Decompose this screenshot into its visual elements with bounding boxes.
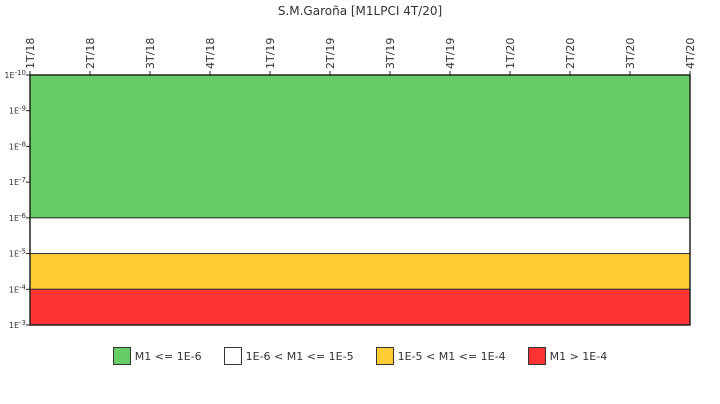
plot-frame	[29, 74, 691, 326]
legend-item: M1 <= 1E-6	[112, 347, 202, 365]
band-2	[29, 253, 691, 290]
legend-swatch	[375, 347, 394, 365]
x-tick-label: 1T/20	[504, 38, 517, 69]
y-tick-label: 1E-10	[4, 69, 26, 80]
x-tick-label: 1T/18	[24, 38, 37, 69]
y-tick-label: 1E-9	[9, 105, 26, 116]
band-0	[29, 74, 691, 219]
x-tick-label: 4T/20	[684, 38, 697, 69]
legend-swatch	[112, 347, 131, 365]
legend-label: M1 > 1E-4	[549, 349, 608, 363]
band-1	[29, 217, 691, 255]
legend-item: 1E-5 < M1 <= 1E-4	[375, 347, 506, 365]
legend-label: 1E-5 < M1 <= 1E-4	[397, 349, 506, 363]
x-tick-label: 4T/18	[204, 38, 217, 69]
legend-swatch	[223, 347, 242, 365]
x-tick-label: 3T/18	[144, 38, 157, 69]
x-tick-label: 3T/20	[624, 38, 637, 69]
y-tick-label: 1E-3	[9, 319, 26, 330]
x-tick-label: 2T/20	[564, 38, 577, 69]
legend-item: 1E-6 < M1 <= 1E-5	[223, 347, 354, 365]
x-tick-label: 2T/18	[84, 38, 97, 69]
x-tick-label: 4T/19	[444, 38, 457, 69]
y-tick-label: 1E-7	[9, 176, 26, 187]
y-tick-label: 1E-8	[9, 140, 26, 151]
legend-item: M1 > 1E-4	[527, 347, 608, 365]
y-tick-label: 1E-4	[9, 283, 27, 294]
legend-label: M1 <= 1E-6	[134, 349, 202, 363]
x-tick-label: 3T/19	[384, 38, 397, 69]
y-tick-label: 1E-6	[9, 212, 27, 223]
y-tick-label: 1E-5	[9, 248, 26, 259]
x-tick-label: 1T/19	[264, 38, 277, 69]
chart-title: S.M.Garoña [M1LPCI 4T/20]	[278, 4, 442, 18]
legend-swatch	[527, 347, 546, 365]
band-3	[29, 288, 691, 326]
x-tick-label: 2T/19	[324, 38, 337, 69]
legend-label: 1E-6 < M1 <= 1E-5	[245, 349, 354, 363]
legend: M1 <= 1E-6 1E-6 < M1 <= 1E-5 1E-5 < M1 <= …	[0, 344, 720, 368]
